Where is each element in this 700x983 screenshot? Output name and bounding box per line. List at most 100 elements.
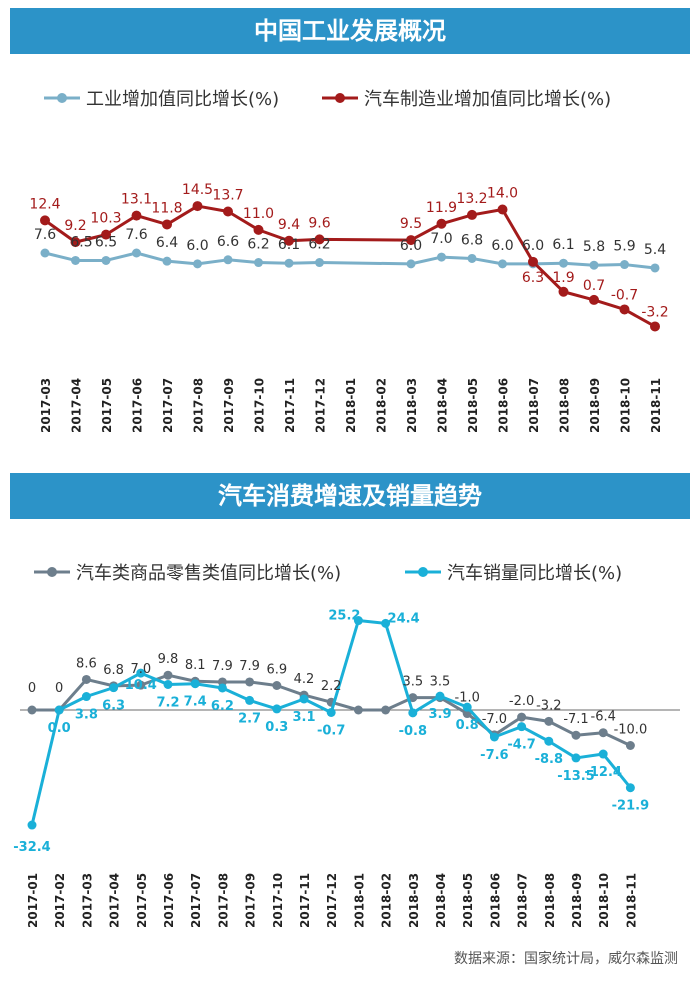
x-tick-label: 2018-05 xyxy=(466,378,480,433)
data-label-auto: 11.9 xyxy=(426,200,457,216)
data-point-2 xyxy=(40,215,50,226)
x-tick-label: 2018-02 xyxy=(380,873,394,928)
x-tick-label: 2017-03 xyxy=(80,873,94,928)
data-label-retail: -3.2 xyxy=(536,698,561,713)
x-tick-label: 2017-12 xyxy=(325,873,339,928)
x-tick-label: 2018-11 xyxy=(624,873,638,928)
data-label-retail: 7.9 xyxy=(212,659,233,674)
data-label-industry: 6.5 xyxy=(70,234,92,250)
data-point-2 xyxy=(192,201,203,212)
data-label-sales: -0.8 xyxy=(399,724,427,739)
data-label-retail: 7.0 xyxy=(130,662,151,677)
x-tick-label: 2017-08 xyxy=(216,873,230,928)
legend-marker-1 xyxy=(57,93,67,103)
x-tick-label: 2018-04 xyxy=(434,873,448,928)
data-point-4 xyxy=(109,683,119,693)
data-label-industry: 6.2 xyxy=(247,237,269,253)
data-point-4 xyxy=(353,616,363,626)
data-label-sales: -21.9 xyxy=(612,799,649,814)
legend-marker-2 xyxy=(335,93,345,103)
data-point-4 xyxy=(517,722,527,732)
data-label-industry: 6.5 xyxy=(95,234,117,250)
data-point-2 xyxy=(223,206,233,217)
data-label-auto: 0.7 xyxy=(583,278,605,294)
data-label-sales: 0.8 xyxy=(456,718,479,733)
data-point-4 xyxy=(544,736,554,746)
data-point-3 xyxy=(163,670,173,680)
data-label-retail: 6.8 xyxy=(103,663,124,678)
data-label-retail: 3.5 xyxy=(430,675,451,690)
data-point-1 xyxy=(132,248,141,258)
data-label-industry: 6.8 xyxy=(461,232,483,248)
x-tick-label: 2018-07 xyxy=(527,378,541,433)
data-point-4 xyxy=(435,691,445,701)
data-point-4 xyxy=(163,679,173,689)
x-tick-label: 2017-11 xyxy=(298,873,312,928)
data-point-1 xyxy=(223,255,233,265)
chart1-title-banner: 中国工业发展概况 xyxy=(10,8,690,54)
data-point-3 xyxy=(408,693,418,703)
data-label-industry: 6.6 xyxy=(217,234,239,250)
data-label-auto: 9.4 xyxy=(278,217,300,233)
data-point-1 xyxy=(40,248,50,258)
data-point-1 xyxy=(467,253,477,263)
data-point-1 xyxy=(193,259,202,269)
data-label-retail: -2.0 xyxy=(509,694,534,709)
data-point-3 xyxy=(27,705,37,715)
data-label-industry: 7.6 xyxy=(125,227,147,243)
data-label-sales: -13.5 xyxy=(557,769,594,784)
data-label-sales: 6.3 xyxy=(102,699,125,714)
data-point-1 xyxy=(71,255,80,265)
data-point-3 xyxy=(245,677,255,687)
data-point-4 xyxy=(598,749,608,759)
data-label-sales: -32.4 xyxy=(13,840,50,855)
data-point-4 xyxy=(381,618,391,628)
legend-label-4: 汽车销量同比增长(%) xyxy=(447,563,622,584)
data-label-retail: -7.0 xyxy=(482,712,507,727)
data-point-2 xyxy=(619,304,630,315)
data-label-retail: 9.8 xyxy=(158,652,179,667)
source-note: 数据来源：国家统计局，威尔森监测 xyxy=(454,951,678,967)
x-tick-label: 2017-06 xyxy=(162,873,176,928)
data-point-2 xyxy=(162,219,172,230)
data-point-1 xyxy=(315,258,324,268)
data-label-retail: 8.6 xyxy=(76,656,97,671)
data-label-sales: 0.3 xyxy=(265,720,288,735)
data-point-4 xyxy=(299,694,309,704)
x-tick-label: 2018-08 xyxy=(543,873,557,928)
data-label-retail: 7.9 xyxy=(239,659,260,674)
x-tick-label: 2017-01 xyxy=(26,873,40,928)
data-label-industry: 6.1 xyxy=(278,237,300,253)
chart2-title: 汽车消费增速及销量趋势 xyxy=(218,482,482,510)
data-label-industry: 6.1 xyxy=(552,237,574,253)
legend-label-2: 汽车制造业增加值同比增长(%) xyxy=(364,89,611,110)
data-point-2 xyxy=(284,235,294,246)
data-point-2 xyxy=(558,286,569,297)
data-label-auto: 9.5 xyxy=(400,216,422,232)
data-point-2 xyxy=(436,218,447,229)
data-point-4 xyxy=(245,695,255,705)
data-point-1 xyxy=(406,259,416,269)
data-label-auto: -3.2 xyxy=(641,304,668,320)
data-point-1 xyxy=(559,258,568,268)
x-tick-label: 2018-04 xyxy=(436,378,450,433)
data-point-2 xyxy=(467,209,477,220)
data-point-4 xyxy=(217,683,227,693)
data-label-auto: 1.9 xyxy=(552,270,574,286)
data-point-4 xyxy=(190,679,200,689)
data-point-3 xyxy=(272,681,282,691)
data-label-sales: 24.4 xyxy=(388,611,420,626)
data-point-1 xyxy=(254,258,263,268)
x-tick-label: 2018-09 xyxy=(588,378,602,433)
x-tick-label: 2018-02 xyxy=(375,378,389,433)
x-tick-label: 2018-01 xyxy=(352,873,366,928)
data-point-4 xyxy=(272,704,282,714)
data-label-industry: 5.9 xyxy=(613,239,635,255)
data-label-sales: 7.2 xyxy=(156,695,179,710)
data-point-3 xyxy=(571,730,581,740)
x-tick-label: 2017-10 xyxy=(271,873,285,928)
data-point-2 xyxy=(70,237,81,248)
data-label-sales: 3.9 xyxy=(428,707,451,722)
data-point-3 xyxy=(598,728,608,738)
data-point-4 xyxy=(571,753,581,763)
